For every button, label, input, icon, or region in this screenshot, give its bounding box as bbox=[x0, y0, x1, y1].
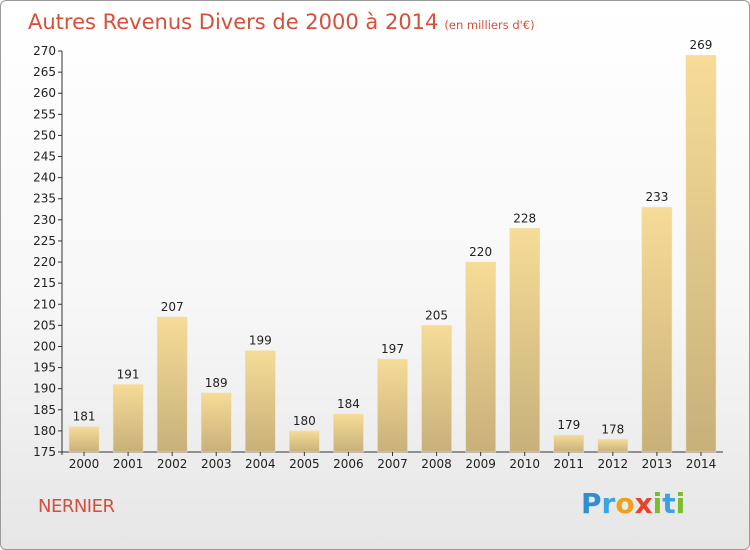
bar bbox=[200, 392, 232, 453]
y-tick-label: 245 bbox=[33, 150, 56, 164]
bar bbox=[377, 358, 408, 453]
y-tick-label: 210 bbox=[33, 297, 56, 311]
commune-name: NERNIER bbox=[38, 496, 115, 517]
bar bbox=[641, 206, 673, 453]
bar bbox=[245, 350, 276, 453]
y-tick-label: 255 bbox=[33, 107, 56, 121]
bar-value-label: 220 bbox=[469, 245, 492, 259]
y-tick-label: 190 bbox=[33, 382, 56, 396]
x-tick-label: 2013 bbox=[642, 457, 673, 471]
logo-letter: i bbox=[675, 487, 686, 520]
bar bbox=[465, 261, 496, 453]
x-tick-label: 2002 bbox=[157, 457, 188, 471]
bar-value-label: 199 bbox=[249, 334, 272, 348]
x-tick-label: 2003 bbox=[201, 457, 232, 471]
bar bbox=[597, 439, 629, 453]
bar-value-label: 189 bbox=[205, 376, 228, 390]
x-tick-label: 2007 bbox=[377, 457, 408, 471]
y-tick-label: 215 bbox=[33, 276, 56, 290]
y-tick-label: 260 bbox=[33, 86, 56, 100]
y-tick-label: 270 bbox=[33, 44, 56, 58]
logo-letter: r bbox=[601, 487, 616, 520]
x-tick-label: 2014 bbox=[686, 457, 717, 471]
bar-value-label: 180 bbox=[293, 414, 316, 428]
bar bbox=[421, 325, 452, 453]
logo-letter: o bbox=[615, 487, 635, 520]
bar bbox=[68, 426, 100, 453]
bar-value-label: 191 bbox=[117, 367, 140, 381]
y-tick-label: 175 bbox=[33, 445, 56, 459]
bar bbox=[553, 434, 585, 453]
bar-value-label: 228 bbox=[513, 211, 536, 225]
x-tick-label: 2006 bbox=[333, 457, 364, 471]
logo-letter: t bbox=[662, 487, 676, 520]
bar-value-label: 184 bbox=[337, 397, 360, 411]
bar bbox=[112, 384, 144, 453]
y-tick-label: 225 bbox=[33, 234, 56, 248]
bar-value-label: 178 bbox=[601, 422, 624, 436]
x-tick-label: 2001 bbox=[113, 457, 144, 471]
y-tick-label: 220 bbox=[33, 255, 56, 269]
x-tick-label: 2011 bbox=[553, 457, 584, 471]
bar bbox=[509, 228, 540, 453]
logo-letter: P bbox=[581, 487, 602, 520]
logo-letter: i bbox=[652, 487, 663, 520]
bar-value-label: 207 bbox=[161, 300, 184, 314]
y-tick-label: 195 bbox=[33, 361, 56, 375]
x-tick-label: 2012 bbox=[598, 457, 629, 471]
bar bbox=[156, 316, 188, 453]
x-tick-label: 2008 bbox=[421, 457, 452, 471]
bar-value-label: 205 bbox=[425, 308, 448, 322]
bar-value-label: 233 bbox=[645, 190, 668, 204]
y-tick-label: 185 bbox=[33, 403, 56, 417]
x-tick-label: 2004 bbox=[245, 457, 276, 471]
bar bbox=[333, 413, 364, 453]
chart-unit: (en milliers d'€) bbox=[444, 18, 535, 32]
y-tick-label: 180 bbox=[33, 424, 56, 438]
y-tick-label: 200 bbox=[33, 339, 56, 353]
x-tick-label: 2005 bbox=[289, 457, 320, 471]
bar bbox=[289, 430, 320, 453]
x-tick-label: 2009 bbox=[465, 457, 496, 471]
bar-value-label: 269 bbox=[690, 38, 713, 52]
x-tick-label: 2010 bbox=[509, 457, 540, 471]
bar-value-label: 181 bbox=[73, 410, 96, 424]
y-tick-label: 240 bbox=[33, 171, 56, 185]
y-tick-label: 205 bbox=[33, 318, 56, 332]
bar-value-label: 197 bbox=[381, 342, 404, 356]
chart-title: Autres Revenus Divers de 2000 à 2014 (en … bbox=[28, 10, 535, 34]
logo-letter: x bbox=[634, 487, 653, 520]
chart-title-text: Autres Revenus Divers de 2000 à 2014 bbox=[28, 10, 439, 34]
y-tick-label: 230 bbox=[33, 213, 56, 227]
proxiti-logo: Proxiti bbox=[581, 487, 685, 520]
bar-value-label: 179 bbox=[557, 418, 580, 432]
x-tick-label: 2000 bbox=[69, 457, 100, 471]
bar bbox=[685, 54, 717, 453]
y-tick-label: 250 bbox=[33, 128, 56, 142]
y-tick-label: 265 bbox=[33, 65, 56, 79]
y-tick-label: 235 bbox=[33, 192, 56, 206]
